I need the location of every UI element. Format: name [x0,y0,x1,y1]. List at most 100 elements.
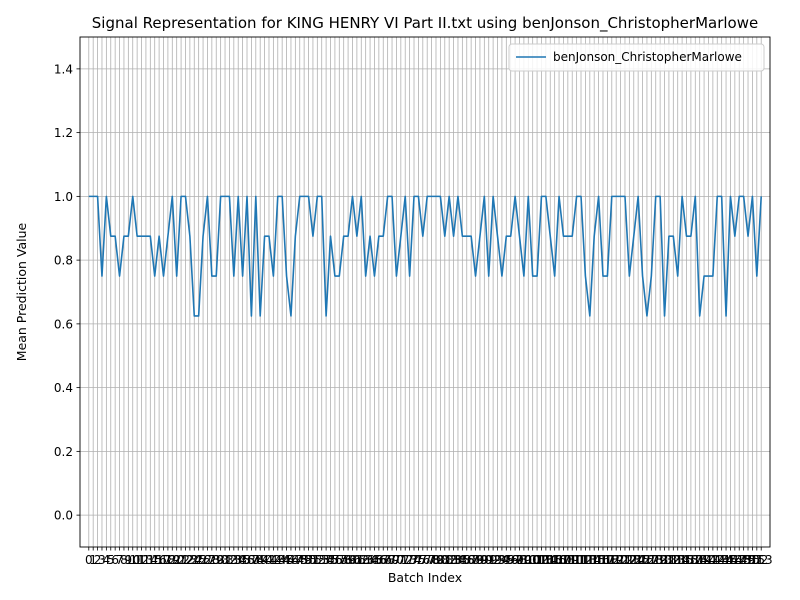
x-tick-label: 97 [507,553,522,567]
x-tick-label: 103 [530,553,553,567]
x-tick-label: 106 [543,553,566,567]
x-tick-label: 76 [415,553,430,567]
x-tick-label: 79 [428,553,443,567]
x-tick-label: 56 [327,553,342,567]
x-tick-label: 65 [367,553,382,567]
x-tick-label: 53 [314,553,329,567]
x-tick-label: 62 [354,553,369,567]
x-tick-label: 147 [723,553,746,567]
x-tick-label: 111 [565,553,588,567]
x-tick-label: 10 [125,553,140,567]
x-tick-label: 61 [349,553,364,567]
x-tick-label: 152 [745,553,768,567]
x-tick-label: 49 [296,553,311,567]
x-tick-label: 15 [147,553,162,567]
x-tick-label: 112 [570,553,593,567]
x-tick-label: 107 [548,553,571,567]
x-tick-label: 28 [204,553,219,567]
x-tick-label: 99 [516,553,531,567]
x-tick-label: 4 [103,553,111,567]
legend-box [508,43,765,72]
x-tick-label: 141 [697,553,720,567]
x-tick-label: 13 [138,553,153,567]
x-tick-label: 113 [574,553,597,567]
y-tick-label: 0.2 [54,445,73,459]
x-tick-label: 77 [420,553,435,567]
x-tick-label: 16 [151,553,166,567]
x-tick-label: 20 [169,553,184,567]
x-tick-label: 47 [288,553,303,567]
x-tick-label: 36 [239,553,254,567]
x-tick-label: 74 [406,553,421,567]
y-tick-label: 0.8 [54,254,73,268]
y-tick-label: 1.4 [54,62,73,76]
x-tick-label: 81 [437,553,452,567]
x-tick-label: 131 [653,553,676,567]
x-tick-label: 59 [340,553,355,567]
x-tick-label: 137 [679,553,702,567]
series-layer [88,195,763,317]
x-tick-label: 25 [191,553,206,567]
x-tick-label: 146 [719,553,742,567]
x-tick-label: 123 [618,553,641,567]
x-tick-label: 37 [244,553,259,567]
x-tick-label: 148 [728,553,751,567]
chart-title: Signal Representation for KING HENRY VI … [92,14,758,33]
x-tick-label: 133 [662,553,685,567]
x-tick-label: 108 [552,553,575,567]
x-tick-label: 101 [521,553,544,567]
legend-label: benJonson_ChristopherMarlowe [553,50,742,64]
x-tick-label: 58 [336,553,351,567]
x-tick-label: 105 [539,553,562,567]
x-tick-label: 3 [98,553,106,567]
x-tick-label: 68 [380,553,395,567]
x-tick-label: 71 [393,553,408,567]
x-tick-label: 27 [200,553,215,567]
x-tick-label: 23 [182,553,197,567]
x-tick-label: 41 [261,553,276,567]
x-tick-label: 153 [750,553,773,567]
y-tick-label: 1.2 [54,126,73,140]
y-axis-ticks: 0.0 0.2 0.4 0.6 0.8 1.0 1.2 1.4 [54,62,80,523]
x-tick-label: 82 [442,553,457,567]
y-tick-label: 0.6 [54,317,73,331]
x-tick-label: 75 [411,553,426,567]
x-tick-label: 85 [455,553,470,567]
x-tick-label: 39 [253,553,268,567]
x-tick-label: 88 [468,553,483,567]
x-tick-label: 19 [165,553,180,567]
x-tick-label: 33 [226,553,241,567]
x-tick-label: 114 [578,553,601,567]
x-tick-label: 104 [534,553,557,567]
x-tick-label: 83 [446,553,461,567]
x-tick-label: 55 [323,553,338,567]
x-tick-label: 96 [503,553,518,567]
x-tick-label: 66 [371,553,386,567]
x-tick-label: 6 [111,553,119,567]
x-tick-label: 64 [362,553,377,567]
x-tick-label: 118 [596,553,619,567]
x-tick-label: 21 [173,553,188,567]
series-line [88,195,763,317]
x-tick-label: 102 [526,553,549,567]
x-tick-label: 73 [402,553,417,567]
x-tick-label: 93 [490,553,505,567]
x-tick-label: 149 [732,553,755,567]
x-tick-label: 72 [398,553,413,567]
x-tick-label: 128 [640,553,663,567]
x-tick-label: 84 [450,553,465,567]
x-tick-label: 91 [481,553,496,567]
x-tick-label: 80 [433,553,448,567]
x-tick-label: 126 [631,553,654,567]
x-tick-label: 89 [472,553,487,567]
x-tick-label: 7 [116,553,124,567]
x-tick-label: 50 [301,553,316,567]
x-tick-label: 129 [644,553,667,567]
x-tick-label: 51 [305,553,320,567]
x-tick-label: 54 [318,553,333,567]
x-tick-label: 40 [257,553,272,567]
x-tick-label: 38 [248,553,263,567]
x-tick-label: 52 [310,553,325,567]
x-tick-label: 98 [512,553,527,567]
